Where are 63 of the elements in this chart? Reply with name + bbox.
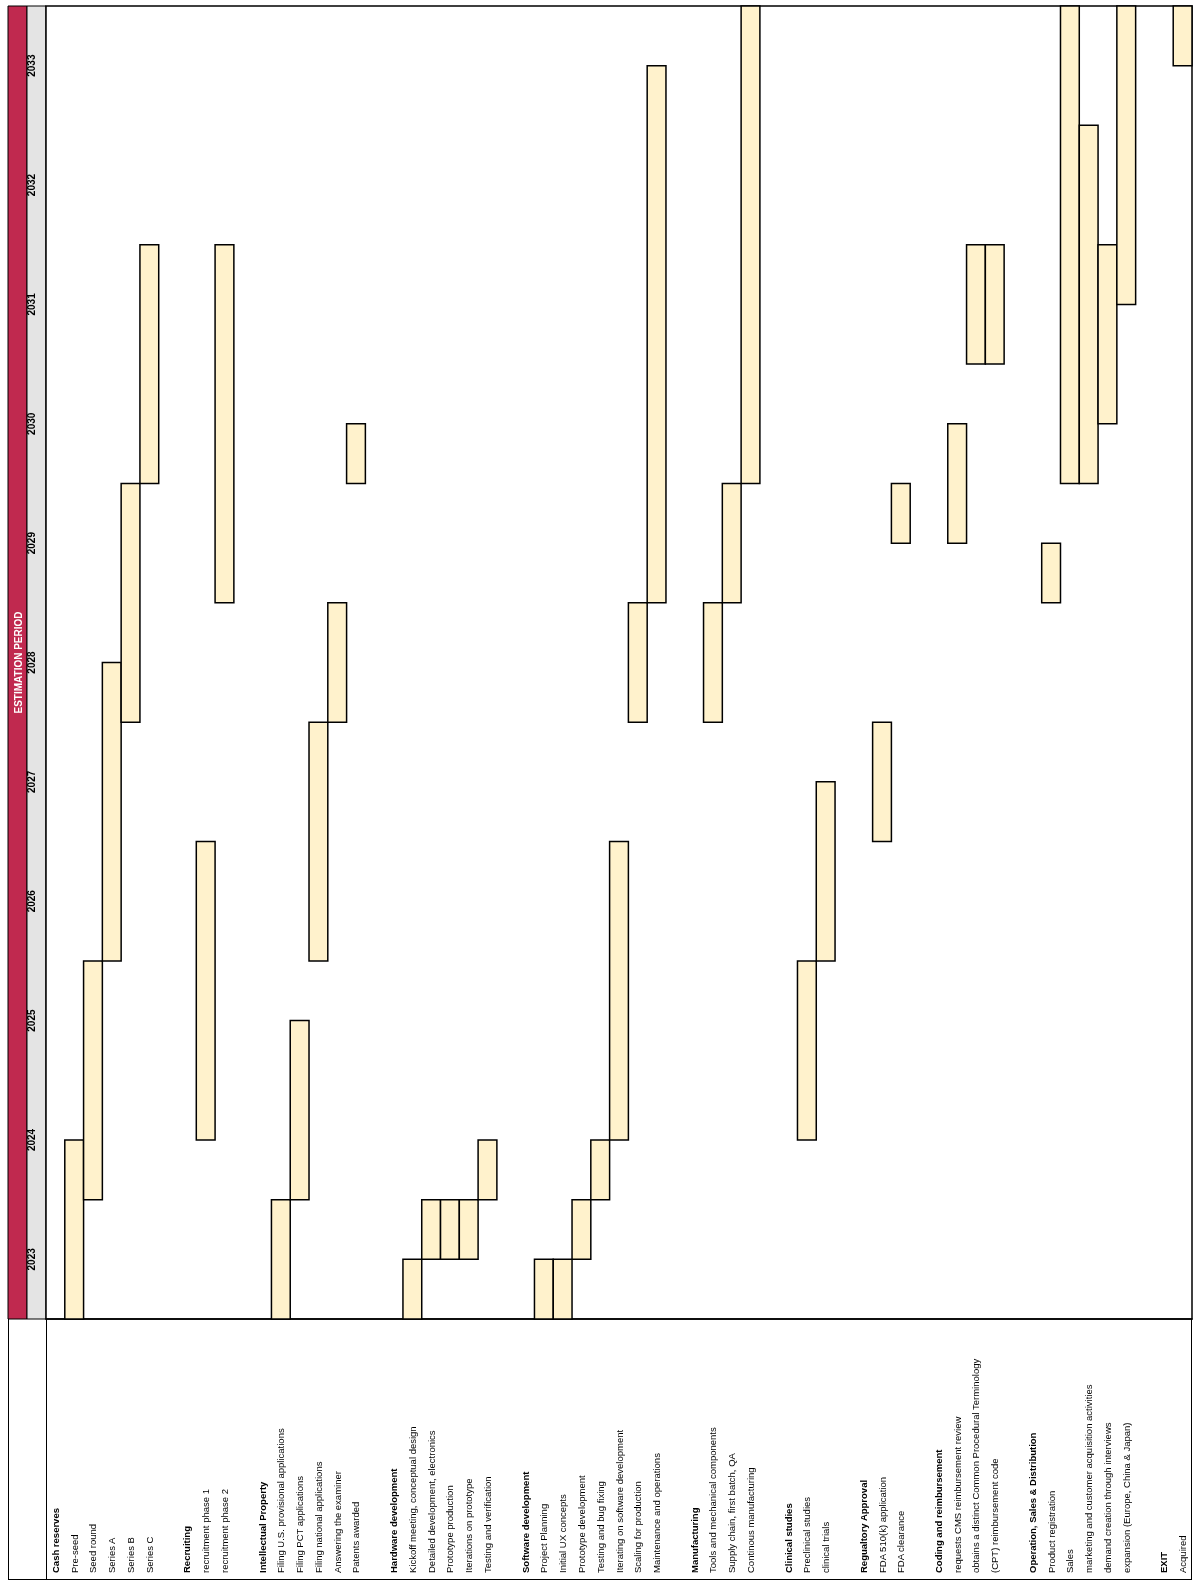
x-tick-label: Testing and bug fixing [594, 1481, 606, 1573]
x-tick-label: Maintenance and operations [651, 1452, 663, 1573]
x-tick-label: obtains a distinct Common Procedural Terminology [970, 1358, 982, 1573]
x-tick-label: Operation, Sales & Distribution [1026, 1432, 1038, 1573]
x-tick-label: Product registration [1045, 1490, 1057, 1573]
y-tick-label: 2027 [25, 770, 37, 793]
x-tick-label: Software development [519, 1470, 531, 1573]
x-tick-label: Testing and verification [481, 1476, 493, 1573]
x-tick-label: Filing U.S. provisional applications [275, 1428, 287, 1573]
x-tick-label: (CPT) reimbursement code [989, 1458, 1001, 1573]
x-tick-label: Preclinical studies [801, 1496, 813, 1573]
y-tick-label: 2033 [25, 54, 37, 77]
x-tick-label: expansion (Europe, China & Japan) [1120, 1422, 1132, 1573]
x-tick-label: Scaling for production [632, 1481, 644, 1573]
y-tick-label: 2024 [25, 1128, 37, 1152]
x-tick-label: Initial UX concepts [557, 1494, 569, 1573]
x-tick-label: Series B [125, 1537, 137, 1573]
x-tick-label: recruitment phase 2 [218, 1489, 230, 1573]
y-tick-label: 2031 [25, 292, 37, 316]
x-tick-label: Sales [1064, 1548, 1076, 1573]
x-tick-label: Continous manufacturing [745, 1467, 757, 1573]
x-tick-label: Manufacturing [688, 1507, 700, 1573]
y-tick-label: 2025 [25, 1009, 37, 1032]
text: ESTIMATION PERIOD [12, 611, 24, 714]
x-tick-label: FDA 510(k) application [876, 1476, 888, 1573]
x-tick-label: Detailed development, electronics [425, 1430, 437, 1573]
x-tick-label: marketing and customer acquisition activities [1083, 1384, 1095, 1573]
x-tick-label: Intellectual Property [256, 1480, 268, 1573]
x-tick-label: Prototype production [444, 1485, 456, 1573]
x-tick-label: Filing PCT applications [294, 1475, 306, 1573]
y-tick-label: 2030 [25, 412, 37, 435]
y-tick-label: 2029 [25, 531, 37, 555]
x-tick-label: recruitment phase 1 [200, 1489, 212, 1573]
x-tick-label: Project Planning [538, 1503, 550, 1573]
x-tick-label: Supply chain, first batch, QA [726, 1452, 738, 1573]
x-tick-label: requests CMS reimbursement review [951, 1416, 963, 1573]
x-tick-label: Cash reserves [49, 1508, 61, 1573]
x-tick-label: Regualtory Approval [857, 1479, 869, 1573]
x-tick-label: FDA clearance [895, 1510, 907, 1573]
x-tick-label: Recruiting [181, 1525, 193, 1573]
x-tick-label: Series C [143, 1536, 155, 1573]
y-tick-label: 2028 [25, 650, 37, 674]
x-tick-label: Pre-seed [68, 1534, 80, 1573]
y-tick-label: 2032 [25, 173, 37, 197]
x-tick-label: Iterating on software development [613, 1429, 625, 1573]
x-tick-label: Seed round [87, 1523, 99, 1573]
x-tick-label: EXIT [1158, 1551, 1170, 1573]
x-tick-label: Patents awarded [350, 1501, 362, 1573]
x-tick-label: Coding and reimbursement [932, 1448, 944, 1573]
x-tick-label: Clinical studies [782, 1503, 794, 1573]
x-tick-label: demand creation through interviews [1101, 1422, 1113, 1573]
x-tick-label: clinical trials [820, 1521, 832, 1573]
x-tick-label: Tools and mechanical components [707, 1427, 719, 1573]
x-tick-label: Prototype development [575, 1474, 587, 1573]
x-tick-label: Kickoff meeting, conceptual design [406, 1426, 418, 1573]
x-tick-label: Series A [106, 1536, 118, 1573]
x-tick-label: Acquired [1177, 1535, 1189, 1573]
x-tick-label: Iterations on prototype [463, 1478, 475, 1573]
x-tick-label: Hardware development [388, 1467, 400, 1573]
y-tick-label: 2026 [25, 889, 37, 913]
x-tick-label: Answering the examiner [331, 1471, 343, 1573]
y-tick-label: 2023 [25, 1247, 37, 1271]
x-tick-label: Filing national applications [312, 1461, 324, 1573]
